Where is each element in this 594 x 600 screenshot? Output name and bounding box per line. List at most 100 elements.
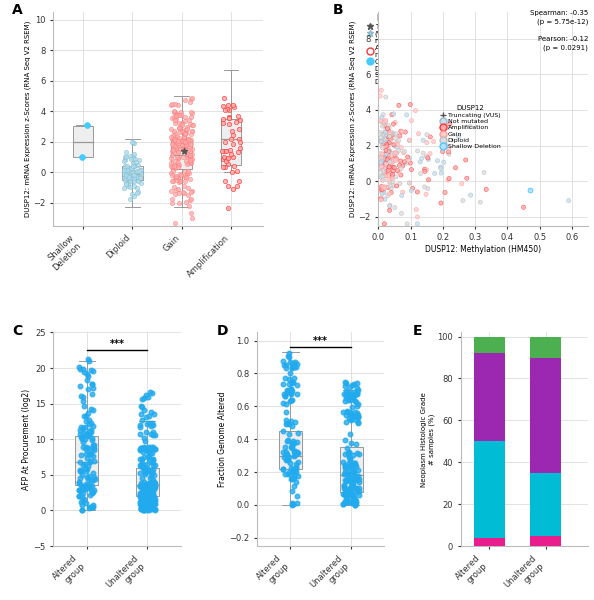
Point bbox=[387, 188, 396, 197]
Point bbox=[345, 389, 355, 398]
Point bbox=[176, 170, 186, 180]
Point bbox=[339, 407, 348, 416]
Point bbox=[175, 176, 185, 185]
Point bbox=[228, 130, 238, 140]
Point bbox=[136, 165, 146, 175]
Point bbox=[87, 380, 97, 389]
Point bbox=[353, 418, 362, 428]
Point bbox=[339, 470, 348, 479]
Point bbox=[166, 132, 176, 142]
Point bbox=[146, 442, 155, 451]
Point bbox=[76, 422, 86, 431]
Point bbox=[380, 134, 389, 144]
Point bbox=[142, 492, 151, 502]
Point bbox=[147, 487, 156, 496]
Point bbox=[179, 146, 189, 155]
Point bbox=[383, 191, 393, 200]
Point bbox=[385, 131, 394, 141]
Point bbox=[388, 157, 398, 166]
Point bbox=[423, 184, 432, 193]
Point bbox=[287, 499, 296, 508]
Point bbox=[127, 163, 137, 173]
Point bbox=[170, 115, 180, 125]
Point bbox=[146, 499, 155, 508]
Point bbox=[349, 411, 358, 421]
Point bbox=[381, 164, 391, 174]
Point bbox=[129, 138, 138, 148]
Point bbox=[377, 117, 386, 127]
Point bbox=[181, 146, 190, 155]
Point bbox=[150, 409, 159, 418]
Point bbox=[181, 197, 191, 206]
Point bbox=[170, 163, 180, 173]
Point bbox=[186, 208, 195, 218]
Point bbox=[353, 471, 362, 481]
Point bbox=[135, 460, 144, 469]
Point bbox=[354, 477, 364, 487]
Point bbox=[292, 447, 302, 457]
Point bbox=[438, 147, 447, 157]
Point bbox=[393, 139, 403, 149]
Point bbox=[88, 487, 97, 497]
Point bbox=[227, 167, 236, 176]
Point bbox=[181, 172, 191, 182]
Point bbox=[122, 167, 132, 177]
Bar bbox=[473, 538, 505, 546]
Point bbox=[347, 485, 357, 494]
Point bbox=[380, 155, 390, 164]
Point bbox=[396, 156, 406, 166]
Point bbox=[421, 190, 431, 199]
Point bbox=[132, 188, 141, 198]
Point bbox=[346, 463, 355, 473]
Point bbox=[350, 500, 359, 509]
Point bbox=[169, 176, 178, 185]
Point bbox=[129, 152, 138, 161]
Point bbox=[340, 490, 349, 499]
Point bbox=[134, 172, 144, 182]
Point bbox=[89, 485, 98, 495]
Point bbox=[146, 421, 156, 431]
Point bbox=[140, 443, 149, 452]
Point bbox=[150, 505, 160, 515]
Point bbox=[148, 491, 158, 501]
Point bbox=[129, 160, 138, 169]
Legend: Truncating (VUS), Not mutated, Amplification, Gain, Diploid, Shallow Deletion: Truncating (VUS), Not mutated, Amplifica… bbox=[440, 105, 501, 150]
Point bbox=[386, 154, 395, 163]
Point bbox=[288, 467, 298, 476]
Y-axis label: Neoplasm Histologic Grade
# samples (%): Neoplasm Histologic Grade # samples (%) bbox=[421, 392, 435, 487]
Point bbox=[146, 503, 155, 512]
Point bbox=[187, 126, 197, 136]
Point bbox=[380, 169, 389, 178]
Point bbox=[347, 410, 356, 419]
Point bbox=[388, 119, 398, 129]
Bar bbox=[75, 436, 99, 485]
Point bbox=[346, 487, 355, 497]
Point bbox=[352, 383, 362, 393]
Point bbox=[342, 474, 352, 484]
Point bbox=[135, 481, 144, 491]
Point bbox=[219, 118, 228, 128]
Point bbox=[383, 137, 393, 147]
Point bbox=[444, 144, 454, 154]
Point bbox=[437, 168, 446, 178]
Point bbox=[410, 106, 420, 115]
Point bbox=[391, 148, 400, 157]
Point bbox=[402, 158, 411, 168]
Point bbox=[282, 451, 292, 461]
Point bbox=[80, 401, 89, 411]
Point bbox=[226, 149, 236, 159]
Point bbox=[289, 451, 299, 461]
Point bbox=[139, 493, 148, 503]
Point bbox=[181, 112, 190, 122]
Point bbox=[390, 118, 400, 127]
Point bbox=[220, 176, 229, 186]
Point bbox=[188, 120, 197, 130]
Point bbox=[282, 387, 292, 397]
Point bbox=[289, 448, 299, 457]
Point bbox=[186, 130, 195, 139]
Point bbox=[425, 132, 435, 142]
Point bbox=[148, 420, 158, 430]
Point bbox=[140, 488, 149, 497]
Point bbox=[140, 436, 150, 445]
Point bbox=[393, 166, 402, 175]
